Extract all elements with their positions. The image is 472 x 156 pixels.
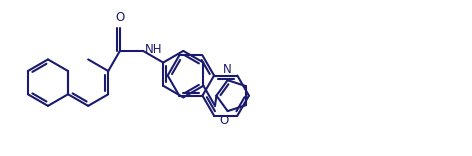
Text: O: O (219, 114, 228, 127)
Text: NH: NH (145, 43, 162, 56)
Text: O: O (115, 11, 125, 24)
Text: N: N (223, 63, 232, 76)
